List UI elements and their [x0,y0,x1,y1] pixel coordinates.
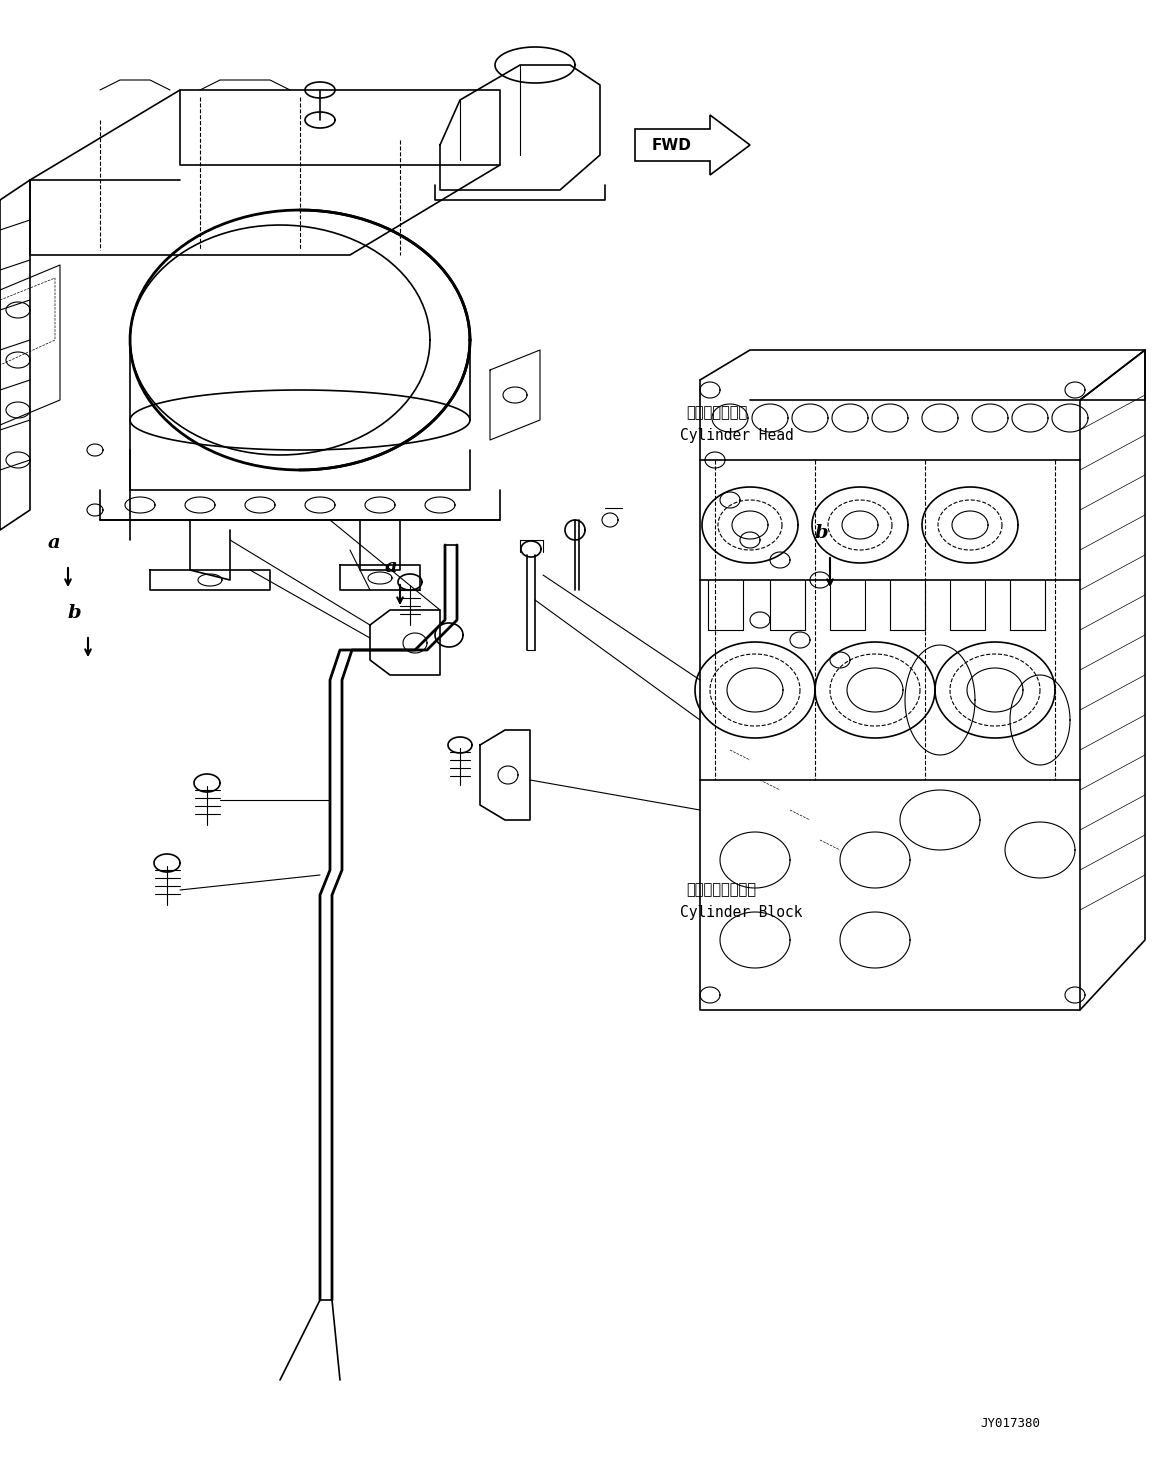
Text: b: b [67,604,81,621]
Text: b: b [815,523,828,542]
Text: シリンダブロック: シリンダブロック [686,882,756,898]
Text: JY017380: JY017380 [980,1417,1040,1430]
Text: a: a [48,534,60,553]
Text: Cylinder Head: Cylinder Head [680,428,794,443]
Text: FWD: FWD [652,137,692,152]
Text: Cylinder Block: Cylinder Block [680,905,802,920]
Text: シリンダヘッド: シリンダヘッド [686,405,748,420]
Text: a: a [385,558,398,576]
